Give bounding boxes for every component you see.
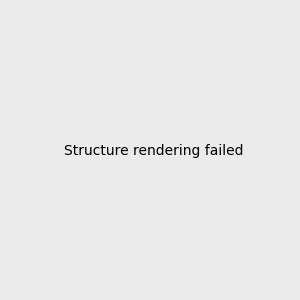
Text: Structure rendering failed: Structure rendering failed (64, 145, 244, 158)
